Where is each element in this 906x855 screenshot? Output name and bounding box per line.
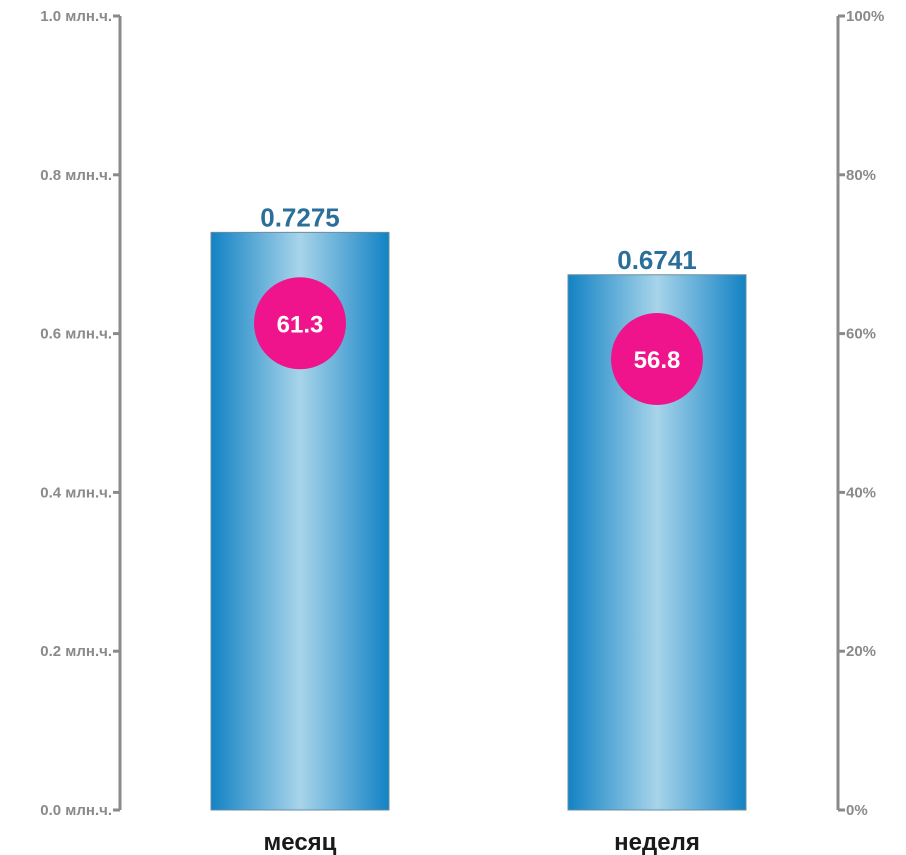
category-label: неделя (614, 829, 700, 855)
left-axis-tick-label: 0.4 млн.ч. (40, 484, 112, 501)
percent-marker (254, 277, 346, 370)
percent-marker-label: 56.8 (634, 347, 681, 374)
category-label: месяц (264, 829, 337, 855)
left-axis-tick-label: 0.6 млн.ч. (40, 326, 112, 343)
bar-value-label: 0.6741 (617, 245, 697, 275)
percent-marker (611, 313, 703, 406)
right-axis-tick-label: 80% (846, 167, 876, 184)
left-axis-tick-label: 0.0 млн.ч. (40, 802, 112, 819)
left-y-axis: 0.0 млн.ч. 0.2 млн.ч. 0.4 млн.ч. 0.6 млн.ч.… (40, 8, 122, 819)
right-y-axis: 0% 20% 40% 60% 80% 100% (836, 8, 884, 819)
right-axis-tick-label: 60% (846, 326, 876, 343)
bars-group: 0.7275 61.3 0.6741 56.8 (210, 202, 747, 811)
category-labels: месяц неделя (264, 829, 700, 855)
right-axis-tick-label: 20% (846, 643, 876, 660)
bar-value-label: 0.7275 (260, 202, 340, 232)
percent-marker-label: 61.3 (277, 311, 324, 338)
left-axis-tick-label: 0.2 млн.ч. (40, 643, 112, 660)
left-axis-tick-label: 0.8 млн.ч. (40, 167, 112, 184)
right-axis-tick-label: 0% (846, 802, 868, 819)
right-axis-tick-label: 40% (846, 484, 876, 501)
right-axis-tick-label: 100% (846, 8, 884, 25)
left-axis-tick-label: 1.0 млн.ч. (40, 8, 112, 25)
